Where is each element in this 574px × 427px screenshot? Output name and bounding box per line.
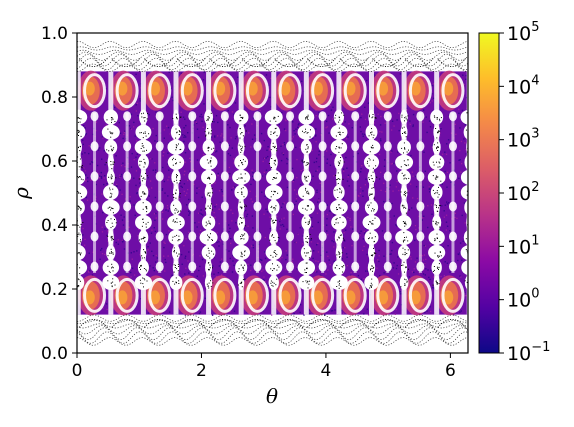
outer-regular-zones bbox=[77, 40, 468, 346]
colorbar-tick-label: 102 bbox=[507, 180, 539, 205]
y-axis: 0.0 0.2 0.4 0.6 0.8 1.0 bbox=[41, 24, 77, 364]
y-tick-label: 0.8 bbox=[41, 88, 68, 108]
colorbar-tick-label: 100 bbox=[507, 287, 539, 312]
y-tick-label: 0.6 bbox=[41, 152, 68, 172]
x-tick-label: 6 bbox=[445, 361, 456, 381]
y-tick-label: 0.0 bbox=[41, 344, 68, 364]
colorbar-ticks: 10−1 100 101 102 103 104 105 bbox=[499, 20, 550, 365]
y-tick-label: 0.2 bbox=[41, 280, 68, 300]
colorbar-tick-label: 105 bbox=[507, 20, 539, 45]
island-orbit-points bbox=[77, 112, 468, 289]
colorbar-tick-label: 10−1 bbox=[507, 340, 550, 365]
plot-content bbox=[77, 40, 468, 346]
x-axis: 0 2 4 6 bbox=[72, 353, 456, 381]
x-axis-label: θ bbox=[266, 384, 278, 408]
y-axis-label: ρ bbox=[9, 187, 33, 200]
high-density-regions bbox=[77, 70, 463, 316]
x-tick-label: 2 bbox=[196, 361, 207, 381]
x-tick-label: 0 bbox=[72, 361, 83, 381]
colorbar-tick-label: 104 bbox=[507, 73, 539, 98]
colorbar-tick-label: 103 bbox=[507, 127, 539, 152]
y-tick-label: 1.0 bbox=[41, 24, 68, 44]
colorbar-tick-label: 101 bbox=[507, 233, 539, 258]
x-tick-label: 4 bbox=[321, 361, 332, 381]
colorbar bbox=[479, 33, 499, 353]
plot-frame bbox=[76, 32, 469, 354]
y-tick-label: 0.4 bbox=[41, 216, 68, 236]
